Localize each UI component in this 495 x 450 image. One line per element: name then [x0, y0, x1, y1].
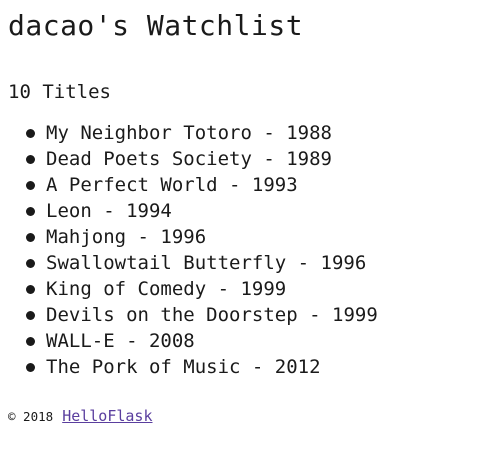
separator [115, 330, 149, 352]
bullet-icon [26, 181, 35, 190]
bullet-icon [26, 129, 35, 138]
bullet-icon [26, 259, 35, 268]
separator [218, 174, 252, 196]
bullet-icon [26, 207, 35, 216]
movie-year: 2012 [274, 356, 321, 378]
movie-year: 1993 [251, 174, 298, 196]
separator [240, 356, 274, 378]
movie-year: 1996 [160, 226, 207, 248]
movie-year: 1999 [240, 278, 287, 300]
separator [286, 252, 320, 274]
movie-year: 2008 [148, 330, 195, 352]
separator [298, 304, 332, 326]
movie-item: The Pork of Music 2012 [26, 354, 495, 380]
separator [126, 226, 160, 248]
separator [252, 122, 286, 144]
movie-title: Devils on the Doorstep [46, 304, 298, 326]
helloflask-link[interactable]: HelloFlask [62, 407, 153, 425]
bullet-icon [26, 233, 35, 242]
movie-item: King of Comedy 1999 [26, 276, 495, 302]
page: dacao's Watchlist 10 Titles My Neighbor … [8, 6, 495, 427]
bullet-icon [26, 311, 35, 320]
movie-title: Leon [46, 200, 92, 222]
movie-item: Devils on the Doorstep 1999 [26, 302, 495, 328]
movie-title: Dead Poets Society [46, 148, 252, 170]
movie-year: 1996 [320, 252, 367, 274]
page-footer: © 2018 HelloFlask [8, 406, 495, 427]
movie-item: Mahjong 1996 [26, 224, 495, 250]
movie-item: Swallowtail Butterfly 1996 [26, 250, 495, 276]
movie-title: King of Comedy [46, 278, 207, 300]
bullet-icon [26, 285, 35, 294]
movie-item: My Neighbor Totoro 1988 [26, 120, 495, 146]
separator [252, 148, 286, 170]
movie-title: My Neighbor Totoro [46, 122, 252, 144]
movie-item: Leon 1994 [26, 198, 495, 224]
copyright-text: © 2018 [8, 409, 54, 424]
movie-item: Dead Poets Society 1989 [26, 146, 495, 172]
movie-year: 1989 [286, 148, 332, 170]
movie-title: Swallowtail Butterfly [46, 252, 287, 274]
separator [206, 278, 240, 300]
movie-year: 1988 [286, 122, 332, 144]
movie-title: The Pork of Music [46, 356, 241, 378]
movie-list: My Neighbor Totoro 1988 Dead Poets Societ… [8, 120, 495, 380]
page-title: dacao's Watchlist [8, 9, 304, 42]
movie-title: A Perfect World [46, 174, 218, 196]
bullet-icon [26, 337, 35, 346]
movie-title: Mahjong [46, 226, 127, 248]
title-count: 10 Titles [8, 81, 111, 103]
movie-year: 1994 [126, 200, 172, 222]
separator [92, 200, 126, 222]
bullet-icon [26, 155, 35, 164]
movie-item: WALL-E 2008 [26, 328, 495, 354]
movie-item: A Perfect World 1993 [26, 172, 495, 198]
movie-year: 1999 [332, 304, 378, 326]
movie-title: WALL-E [46, 330, 115, 352]
bullet-icon [26, 363, 35, 372]
